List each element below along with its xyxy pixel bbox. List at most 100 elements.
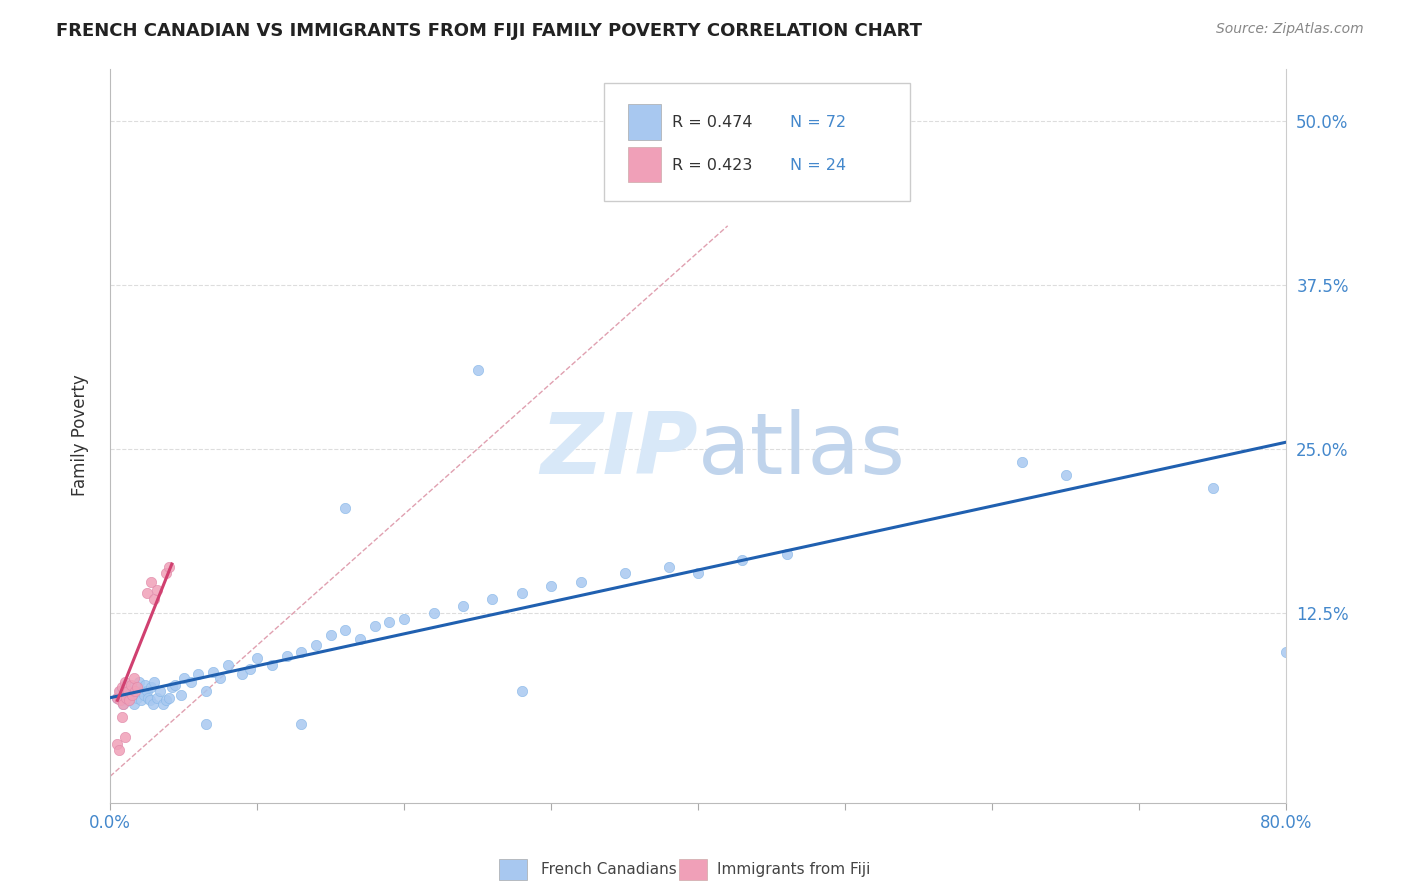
Text: N = 72: N = 72 <box>790 114 846 129</box>
Point <box>111 710 134 724</box>
Point <box>658 559 681 574</box>
Point <box>143 675 166 690</box>
Point <box>290 717 312 731</box>
Point <box>481 592 503 607</box>
Point <box>141 680 163 694</box>
Point <box>112 698 135 712</box>
Point <box>111 693 134 707</box>
Point <box>672 186 695 200</box>
Point <box>141 575 163 590</box>
Point <box>121 680 143 694</box>
Point <box>129 693 152 707</box>
Point <box>276 648 298 663</box>
Point <box>131 684 153 698</box>
Text: N = 24: N = 24 <box>790 158 846 173</box>
Point <box>114 730 136 744</box>
Point <box>122 671 145 685</box>
Point <box>157 690 180 705</box>
Point <box>217 657 239 672</box>
Point <box>155 566 177 581</box>
Point <box>114 678 136 692</box>
Point <box>239 662 262 676</box>
Point <box>260 657 283 672</box>
Point <box>146 690 169 705</box>
Text: Immigrants from Fiji: Immigrants from Fiji <box>717 863 870 877</box>
Point <box>231 667 253 681</box>
Point <box>120 678 142 692</box>
Point <box>1202 481 1225 495</box>
Point <box>139 693 162 707</box>
Point <box>688 566 710 581</box>
Point <box>149 684 172 698</box>
Text: R = 0.423: R = 0.423 <box>672 158 752 173</box>
Point <box>1275 645 1298 659</box>
Point <box>135 586 157 600</box>
Point <box>1054 467 1077 482</box>
Point <box>335 500 357 515</box>
Point <box>143 592 166 607</box>
Bar <box>627 147 661 182</box>
Point <box>187 667 209 681</box>
Text: atlas: atlas <box>699 409 907 491</box>
Point <box>107 690 129 705</box>
Point <box>319 628 342 642</box>
Point <box>392 612 415 626</box>
Point <box>364 618 387 632</box>
Bar <box>627 104 661 140</box>
Point <box>134 678 156 692</box>
Point <box>160 680 183 694</box>
Point <box>180 675 202 690</box>
Point <box>1011 455 1033 469</box>
Point <box>115 690 138 705</box>
Point <box>540 579 562 593</box>
Point <box>122 698 145 712</box>
Point <box>290 645 312 659</box>
Point <box>108 743 131 757</box>
Point <box>124 684 146 698</box>
Point <box>467 363 489 377</box>
Point <box>510 684 533 698</box>
Point <box>163 678 186 692</box>
Point <box>731 553 754 567</box>
Point <box>117 684 139 698</box>
Point <box>111 680 134 694</box>
Point <box>194 717 217 731</box>
Point <box>157 559 180 574</box>
Y-axis label: Family Poverty: Family Poverty <box>72 375 89 497</box>
Point <box>613 566 636 581</box>
Point <box>120 690 142 705</box>
Point <box>132 688 155 702</box>
Point <box>107 737 129 751</box>
Point <box>128 675 150 690</box>
Point <box>173 671 195 685</box>
Point <box>510 586 533 600</box>
Point <box>136 690 159 705</box>
Point <box>125 680 148 694</box>
Point <box>107 690 129 705</box>
Point <box>569 575 592 590</box>
Point <box>775 547 797 561</box>
Point <box>451 599 474 613</box>
Point <box>194 684 217 698</box>
Point <box>124 687 146 701</box>
Point <box>125 690 148 705</box>
Point <box>135 684 157 698</box>
Point <box>246 651 269 665</box>
Point <box>110 684 132 698</box>
Point <box>169 688 191 702</box>
Point <box>422 606 444 620</box>
Point <box>335 623 357 637</box>
Point <box>305 638 328 652</box>
Point <box>114 675 136 690</box>
Point <box>152 698 174 712</box>
Point <box>201 665 224 679</box>
Point <box>110 693 132 707</box>
Point <box>155 693 177 707</box>
Point <box>209 671 232 685</box>
Point <box>117 693 139 707</box>
Point <box>118 684 141 698</box>
Text: FRENCH CANADIAN VS IMMIGRANTS FROM FIJI FAMILY POVERTY CORRELATION CHART: FRENCH CANADIAN VS IMMIGRANTS FROM FIJI … <box>56 22 922 40</box>
Point <box>121 688 143 702</box>
Text: French Canadians: French Canadians <box>541 863 678 877</box>
Point <box>378 615 401 629</box>
